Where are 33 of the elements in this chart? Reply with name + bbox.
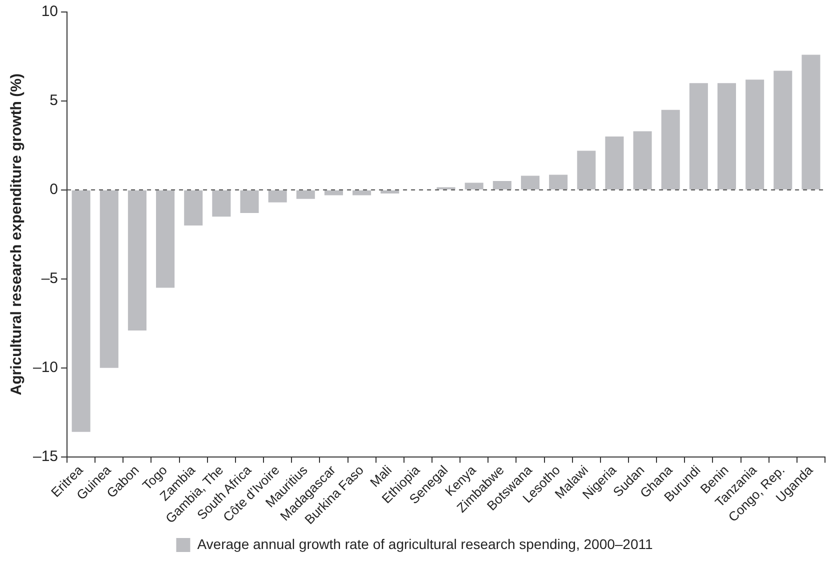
bar: [72, 190, 90, 432]
bar: [184, 190, 203, 226]
bar: [549, 174, 568, 190]
bar: [296, 190, 315, 199]
bar: [774, 70, 792, 190]
y-tick-label: –15: [32, 448, 58, 465]
bar: [380, 190, 400, 194]
bar: [464, 182, 484, 190]
bar: [100, 190, 118, 368]
y-tick-label: 10: [41, 3, 58, 20]
y-tick-label: 5: [50, 92, 58, 110]
bar: [128, 190, 146, 330]
legend-label: Average annual growth rate of agricultural research spending, 2000–2011: [197, 536, 653, 552]
y-tick-label: –10: [32, 358, 58, 376]
bar: [240, 190, 259, 214]
bar: [802, 54, 820, 190]
y-axis-title: Agricultural research expenditure growth (%): [8, 74, 26, 396]
bar: [661, 110, 680, 190]
bar: [520, 176, 540, 190]
bar: [492, 181, 512, 190]
bar: [689, 83, 708, 190]
bar: [212, 190, 231, 217]
bar: [352, 190, 372, 196]
bar: [268, 190, 287, 202]
bar: [156, 190, 175, 288]
bar: [633, 131, 652, 190]
bar: [324, 190, 343, 196]
y-tick-label: –5: [41, 270, 58, 288]
bar: [717, 83, 736, 190]
bar: [577, 150, 596, 190]
y-tick-label: 0: [50, 181, 58, 198]
bar: [746, 80, 764, 190]
bar: [605, 136, 624, 190]
